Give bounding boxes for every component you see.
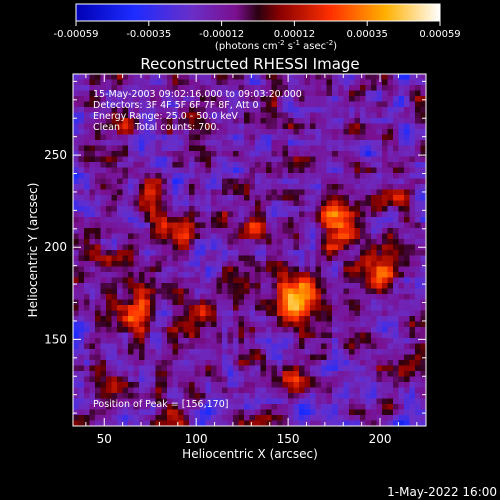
y-axis-label: Heliocentric Y (arcsec) (26, 183, 40, 318)
colorbar-gradient (76, 4, 440, 21)
annotation-peak-position: Position of Peak = [156,170] (93, 399, 228, 410)
y-tick-label: 200 (44, 240, 67, 254)
x-axis: 50 100 150 200 (85, 74, 418, 446)
x-tick-label: 100 (185, 432, 208, 446)
colorbar-frame (75, 3, 441, 22)
heatmap-image (73, 74, 426, 426)
x-tick-label: 50 (97, 432, 112, 446)
colorbar-tick-label: 0.00012 (274, 29, 315, 40)
colorbar-tick-label: -0.00012 (199, 29, 244, 40)
y-tick-label: 150 (44, 332, 67, 346)
x-tick-label: 200 (369, 432, 392, 446)
footer-timestamp: 1-May-2022 16:00 (387, 485, 497, 499)
y-axis: 150 200 250 (44, 80, 426, 414)
chart-title: Reconstructed RHESSI Image (140, 55, 359, 73)
colorbar-tick-label: -0.00035 (126, 29, 171, 40)
x-tick-label: 150 (277, 432, 300, 446)
annotation-energy-range: Energy Range: 25.0 - 50.0 keV (93, 111, 238, 122)
colorbar-tick-label: -0.00059 (54, 29, 99, 40)
annotation-detectors: Detectors: 3F 4F 5F 6F 7F 8F, Att 0 (93, 100, 259, 111)
y-tick-label: 250 (44, 148, 67, 162)
colorbar-unit-label: (photons cm-2 s-1 asec-2) (215, 39, 337, 52)
annotation-time-range: 15-May-2003 09:02:16.000 to 09:03:20.000 (93, 89, 302, 100)
plot-frame (72, 73, 427, 427)
colorbar: -0.00059 -0.00035 -0.00012 0.00012 0.00035 0.… (54, 3, 461, 52)
annotations: 15-May-2003 09:02:16.000 to 09:03:20.000… (93, 89, 302, 410)
colorbar-ticks: -0.00059 -0.00035 -0.00012 0.00012 0.00035 0.… (54, 21, 461, 40)
x-axis-label: Heliocentric X (arcsec) (182, 447, 318, 461)
colorbar-tick-label: 0.00035 (347, 29, 388, 40)
colorbar-tick-label: 0.00059 (419, 29, 460, 40)
annotation-clean-counts: Clean Total counts: 700. (93, 122, 219, 133)
